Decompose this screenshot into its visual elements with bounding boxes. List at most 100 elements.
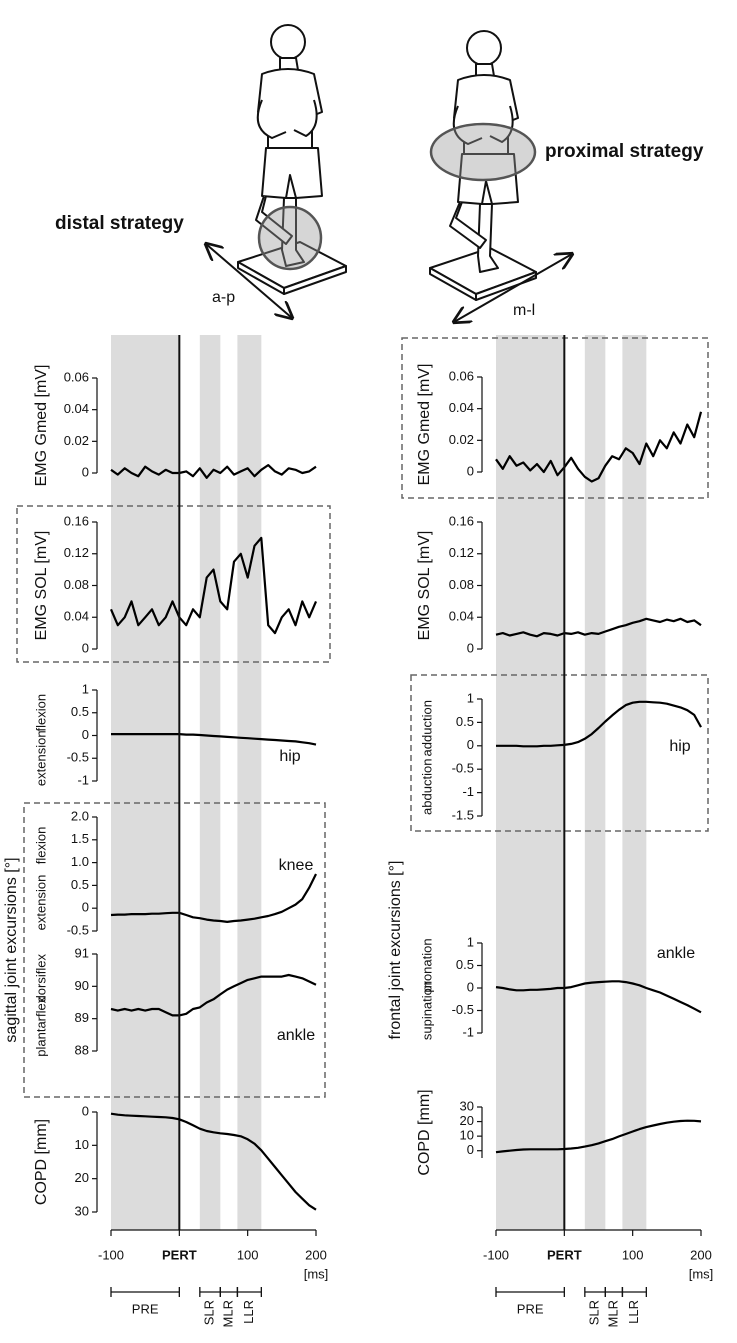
phase-label: PRE bbox=[517, 1301, 544, 1316]
phase-bracket bbox=[584, 1287, 606, 1297]
y-axis-label: plantarflex bbox=[33, 996, 48, 1056]
phase-band bbox=[199, 335, 221, 1230]
highlight-box bbox=[401, 337, 709, 499]
x-tick-label: 100 bbox=[237, 1247, 259, 1262]
y-tick-label: 0 bbox=[467, 737, 474, 752]
phase-band bbox=[584, 335, 606, 1230]
y-tick-label: -1 bbox=[77, 772, 89, 787]
data-line bbox=[495, 980, 702, 1014]
y-tick-label: 1 bbox=[467, 690, 474, 705]
y-axis-label: dorsiflex bbox=[33, 954, 48, 1003]
phase-bracket bbox=[604, 1287, 624, 1297]
y-tick-label: 0 bbox=[82, 640, 89, 655]
x-axis-label: [ms] bbox=[689, 1266, 714, 1281]
y-tick-label: 0 bbox=[467, 979, 474, 994]
annotation: ankle bbox=[277, 1027, 315, 1044]
y-tick-label: -1.5 bbox=[452, 807, 474, 822]
phase-label: MLR bbox=[605, 1300, 620, 1327]
highlight-box bbox=[16, 505, 331, 663]
annotation: knee bbox=[279, 857, 314, 874]
y-tick-label: 0.08 bbox=[449, 577, 474, 592]
y-tick-label: 0.5 bbox=[456, 714, 474, 729]
y-axis-label: adduction bbox=[419, 700, 434, 756]
phase-label: SLR bbox=[202, 1300, 217, 1325]
phase-band bbox=[237, 335, 262, 1230]
y-tick-label: -1 bbox=[462, 784, 474, 799]
y-tick-label: 91 bbox=[75, 945, 89, 960]
y-tick-label: 0.02 bbox=[64, 433, 89, 448]
y-tick-label: 0 bbox=[82, 464, 89, 479]
y-tick-label: 0.12 bbox=[449, 545, 474, 560]
x-tick-label: PERT bbox=[547, 1247, 582, 1262]
y-axis-label: flexion bbox=[33, 827, 48, 865]
data-line bbox=[110, 464, 317, 479]
y-tick-label: 0.5 bbox=[71, 704, 89, 719]
y-tick-label: 0.12 bbox=[64, 545, 89, 560]
y-axis-label: EMG Gmed [mV] bbox=[33, 365, 50, 487]
highlight-box bbox=[410, 674, 709, 832]
y-tick-label: 0 bbox=[82, 727, 89, 742]
y-tick-label: 1.5 bbox=[71, 831, 89, 846]
y-tick-label: 89 bbox=[75, 1010, 89, 1025]
phase-bracket bbox=[199, 1287, 221, 1297]
direction-label: a-p bbox=[212, 289, 235, 306]
y-tick-label: 1 bbox=[82, 681, 89, 696]
phase-bands bbox=[111, 335, 647, 1230]
phase-bracket bbox=[110, 1287, 180, 1297]
phase-label: LLR bbox=[241, 1300, 256, 1324]
y-axis-label: supination bbox=[419, 981, 434, 1040]
group-label: frontal joint excursions [°] bbox=[387, 861, 404, 1040]
y-tick-label: -0.5 bbox=[452, 761, 474, 776]
y-axis-label: abduction bbox=[419, 759, 434, 815]
y-tick-label: 0.04 bbox=[64, 401, 89, 416]
annotation: ankle bbox=[657, 945, 695, 962]
phase-band bbox=[496, 335, 565, 1230]
y-tick-label: 0 bbox=[467, 1142, 474, 1157]
highlight-box bbox=[23, 802, 326, 1098]
y-axis-label: COPD [mm] bbox=[33, 1119, 50, 1205]
y-tick-label: 0.08 bbox=[64, 577, 89, 592]
y-tick-label: 0 bbox=[467, 640, 474, 655]
y-tick-label: 1.0 bbox=[71, 854, 89, 869]
data-line bbox=[496, 700, 702, 748]
data-line bbox=[495, 617, 702, 638]
y-axis-label: COPD [mm] bbox=[416, 1089, 433, 1175]
strategy-label: proximal strategy bbox=[545, 141, 704, 162]
group-label: sagittal joint excursions [°] bbox=[3, 857, 20, 1042]
y-tick-label: 0.04 bbox=[449, 400, 474, 415]
y-axis-label: EMG SOL [mV] bbox=[416, 531, 433, 641]
y-tick-label: 0.5 bbox=[71, 877, 89, 892]
y-tick-label: 0.04 bbox=[64, 609, 89, 624]
y-tick-label: -0.5 bbox=[67, 922, 89, 937]
strategy-label: distal strategy bbox=[55, 213, 184, 234]
y-tick-label: 0 bbox=[82, 1103, 89, 1118]
y-tick-label: 88 bbox=[75, 1042, 89, 1057]
y-tick-label: 90 bbox=[75, 978, 89, 993]
x-tick-label: 200 bbox=[305, 1247, 327, 1262]
y-tick-label: 10 bbox=[460, 1128, 474, 1143]
y-tick-label: 20 bbox=[75, 1170, 89, 1185]
phase-band bbox=[111, 335, 180, 1230]
phase-label: MLR bbox=[220, 1300, 235, 1327]
phase-label: LLR bbox=[626, 1300, 641, 1324]
y-axis-label: EMG Gmed [mV] bbox=[416, 364, 433, 486]
annotation: hip bbox=[669, 738, 690, 755]
x-tick-label: -100 bbox=[483, 1247, 509, 1262]
y-tick-label: 0 bbox=[82, 900, 89, 915]
y-tick-label: 1 bbox=[467, 934, 474, 949]
direction-label: m-l bbox=[513, 302, 535, 319]
y-tick-label: -0.5 bbox=[67, 750, 89, 765]
y-tick-label: 0.04 bbox=[449, 609, 474, 624]
y-axis-label: extension bbox=[33, 875, 48, 931]
illustration-right bbox=[429, 30, 572, 322]
illustration-left bbox=[206, 24, 347, 318]
data-line bbox=[111, 733, 317, 746]
phase-bracket bbox=[219, 1287, 239, 1297]
data-line bbox=[109, 536, 318, 635]
phase-band bbox=[622, 335, 647, 1230]
y-axis-label: extension bbox=[33, 730, 48, 786]
x-tick-label: PERT bbox=[162, 1247, 197, 1262]
y-tick-label: 20 bbox=[460, 1113, 474, 1128]
x-tick-label: 200 bbox=[690, 1247, 712, 1262]
y-tick-label: 0.16 bbox=[64, 513, 89, 528]
